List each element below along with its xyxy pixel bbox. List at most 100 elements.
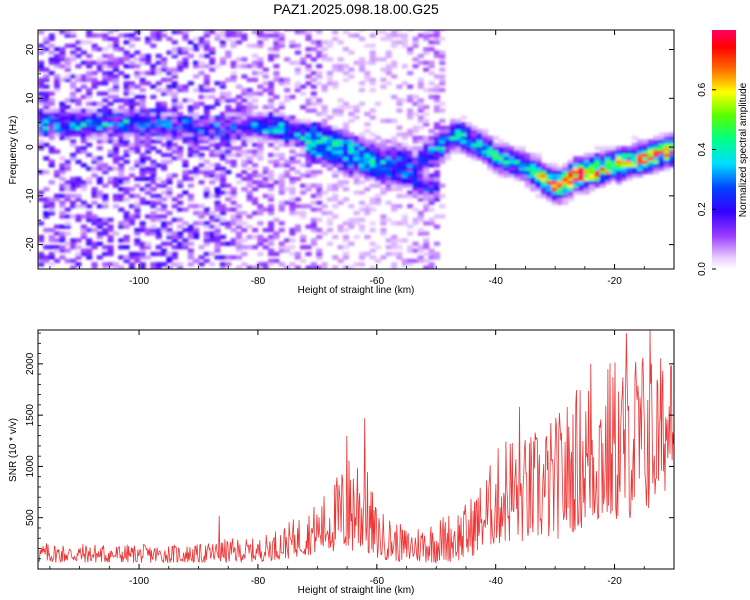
- spectrogram-cell: [305, 125, 312, 130]
- spectrogram-cell: [112, 36, 119, 41]
- spectrogram-cell: [171, 204, 178, 209]
- spectrogram-cell: [230, 118, 237, 123]
- spectrogram-cell: [70, 238, 77, 243]
- spectrogram-cell: [305, 64, 312, 69]
- spectrogram-cell: [273, 71, 280, 76]
- spectrogram-cell: [401, 64, 408, 69]
- spectrogram-cell: [278, 101, 285, 106]
- spectrogram-cell: [342, 170, 349, 175]
- spectrogram-cell: [300, 125, 307, 130]
- spectrogram-cell: [439, 67, 446, 72]
- figure-title: PAZ1.2025.098.18.00.G25: [273, 1, 439, 17]
- spectrogram-cell: [139, 94, 146, 100]
- spectrogram-cell: [48, 115, 55, 120]
- spectrogram-cell: [177, 241, 184, 246]
- spectrogram-cell: [482, 146, 489, 151]
- spectrogram-cell: [353, 221, 360, 226]
- spectrogram-cell: [166, 91, 173, 96]
- spectrogram-cell: [305, 245, 312, 250]
- spectrogram-cell: [235, 122, 242, 127]
- spectrogram-cell: [658, 132, 665, 137]
- spectrogram-cell: [391, 118, 398, 123]
- spectrogram-cell: [145, 40, 152, 45]
- spectrogram-cell: [300, 84, 307, 89]
- spectrogram-cell: [519, 159, 526, 164]
- spectrogram-cell: [161, 88, 168, 93]
- spectrogram-cell: [166, 234, 173, 240]
- spectrogram-cell: [219, 152, 226, 158]
- spectrogram-cell: [530, 152, 537, 158]
- spectrogram-cell: [530, 163, 537, 168]
- spectrogram-cell: [43, 258, 50, 263]
- spectrogram-cell: [64, 180, 71, 185]
- spectrogram-cell: [203, 238, 210, 243]
- spectrogram-cell: [203, 193, 210, 199]
- spectrogram-cell: [91, 115, 98, 120]
- spectrogram-cell: [551, 193, 558, 199]
- spectrogram-cell: [246, 166, 253, 171]
- spectrogram-cell: [145, 255, 152, 260]
- spectrogram-cell: [150, 125, 157, 130]
- spectrogram-cell: [631, 146, 638, 151]
- spectrogram-cell: [102, 200, 109, 205]
- spectrogram-cell: [166, 122, 173, 127]
- spectrogram-cell: [91, 190, 98, 195]
- spectrogram-cell: [391, 251, 398, 257]
- spectrogram-cell: [326, 183, 333, 188]
- spectrogram-cell: [514, 176, 521, 181]
- spectrogram-cell: [305, 129, 312, 134]
- spectrogram-cell: [171, 122, 178, 127]
- spectrogram-cell: [177, 118, 184, 123]
- spectrogram-cell: [573, 173, 580, 178]
- spectrogram-cell: [187, 122, 194, 127]
- spectrogram-cell: [310, 57, 317, 62]
- spectrogram-cell: [268, 47, 275, 52]
- spectrogram-cell: [284, 132, 291, 137]
- spectrogram-cell: [75, 88, 82, 93]
- spectrogram-cell: [284, 122, 291, 127]
- spectrogram-cell: [375, 176, 382, 181]
- spectrogram-cell: [257, 57, 264, 62]
- spectrogram-cell: [139, 159, 146, 164]
- spectrogram-cell: [145, 53, 152, 59]
- spectrogram-cell: [278, 77, 285, 82]
- spectrogram-cell: [562, 163, 569, 168]
- spectrogram-cell: [396, 163, 403, 168]
- spectrogram-cell: [203, 170, 210, 175]
- spectrogram-cell: [268, 91, 275, 96]
- spectrogram-cell: [407, 115, 414, 120]
- spectrogram-cell: [235, 180, 242, 185]
- spectrogram-cell: [412, 57, 419, 62]
- spectrogram-cell: [380, 30, 387, 35]
- spectrogram-cell: [54, 149, 61, 154]
- spectrogram-cell: [278, 40, 285, 45]
- spectrogram-cell: [262, 170, 269, 175]
- spectrogram-cell: [225, 129, 232, 134]
- spectrogram-cell: [257, 142, 264, 147]
- spectrogram-cell: [342, 30, 349, 35]
- spectrogram-cell: [385, 173, 392, 178]
- spectrogram-cell: [235, 111, 242, 117]
- spectrogram-cell: [112, 98, 119, 103]
- spectrogram-cell: [102, 53, 109, 59]
- spectrogram-cell: [508, 159, 515, 164]
- spectrogram-cell: [417, 173, 424, 178]
- spectrogram-cell: [193, 135, 200, 140]
- spectrogram-cell: [396, 98, 403, 103]
- spectrogram-cell: [43, 156, 50, 161]
- spectrogram-cell: [439, 135, 446, 140]
- spectrogram-cell: [615, 180, 622, 185]
- spectrogram-cell: [556, 170, 563, 175]
- spectrogram-cell: [487, 146, 494, 151]
- spectrogram-cell: [305, 251, 312, 257]
- spectrogram-cell: [198, 40, 205, 45]
- spectrogram-cell: [182, 245, 189, 250]
- spectrogram-cell: [359, 139, 366, 144]
- spectrogram-cell: [48, 238, 55, 243]
- spectrogram-cell: [359, 207, 366, 212]
- spectrogram-cell: [182, 64, 189, 69]
- spectrogram-cell: [310, 173, 317, 178]
- spectrogram-cell: [43, 40, 50, 45]
- spectrogram-cell: [161, 163, 168, 168]
- spectrogram-cell: [166, 142, 173, 147]
